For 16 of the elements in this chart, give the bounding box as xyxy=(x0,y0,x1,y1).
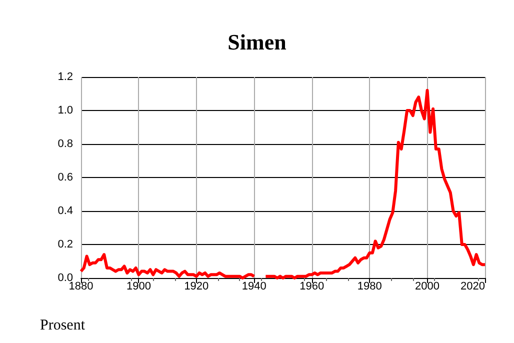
x-tick-label: 1980 xyxy=(357,280,382,292)
y-tick-label: 1.0 xyxy=(58,104,73,116)
x-tick-label: 1880 xyxy=(68,280,94,292)
y-tick-label: 0.8 xyxy=(58,138,73,150)
y-axis-title: Prosent xyxy=(40,318,86,334)
y-tick-label: 0.4 xyxy=(58,205,73,217)
x-tick-label: 1900 xyxy=(126,280,151,292)
y-tick-label: 0.6 xyxy=(58,172,73,184)
x-tick-label: 2000 xyxy=(415,280,440,292)
chart-title: Simen xyxy=(228,30,286,54)
x-tick-label: 2020 xyxy=(460,280,485,292)
x-tick-label: 1940 xyxy=(242,280,266,292)
y-tick-label: 0.2 xyxy=(58,238,73,250)
x-tick-label: 1920 xyxy=(184,280,209,292)
x-tick-label: 1960 xyxy=(300,280,324,292)
y-tick-label: 1.2 xyxy=(58,71,73,83)
